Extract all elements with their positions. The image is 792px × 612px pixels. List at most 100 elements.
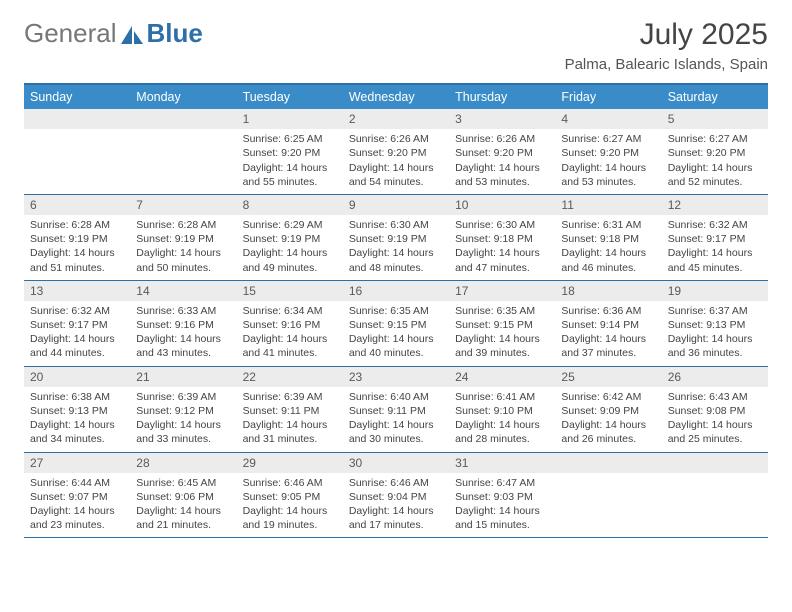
day-number: 10	[449, 195, 555, 215]
daylight-line: Daylight: 14 hours and 48 minutes.	[349, 246, 443, 274]
sunrise-line: Sunrise: 6:46 AM	[243, 476, 337, 490]
calendar-cell: 6Sunrise: 6:28 AMSunset: 9:19 PMDaylight…	[24, 195, 130, 280]
weekday-header: Thursday	[449, 85, 555, 109]
daylight-line: Daylight: 14 hours and 37 minutes.	[561, 332, 655, 360]
daylight-line: Daylight: 14 hours and 34 minutes.	[30, 418, 124, 446]
day-details: Sunrise: 6:30 AMSunset: 9:19 PMDaylight:…	[343, 215, 449, 280]
sunset-line: Sunset: 9:11 PM	[349, 404, 443, 418]
sunset-line: Sunset: 9:20 PM	[561, 146, 655, 160]
sunset-line: Sunset: 9:13 PM	[30, 404, 124, 418]
calendar-cell: 28Sunrise: 6:45 AMSunset: 9:06 PMDayligh…	[130, 453, 236, 538]
sunrise-line: Sunrise: 6:30 AM	[349, 218, 443, 232]
sunrise-line: Sunrise: 6:36 AM	[561, 304, 655, 318]
day-number: 18	[555, 281, 661, 301]
sunset-line: Sunset: 9:10 PM	[455, 404, 549, 418]
weekday-header: Sunday	[24, 85, 130, 109]
sunset-line: Sunset: 9:15 PM	[349, 318, 443, 332]
weekday-header: Monday	[130, 85, 236, 109]
daylight-line: Daylight: 14 hours and 49 minutes.	[243, 246, 337, 274]
day-number: 26	[662, 367, 768, 387]
sunset-line: Sunset: 9:16 PM	[136, 318, 230, 332]
calendar-cell: 14Sunrise: 6:33 AMSunset: 9:16 PMDayligh…	[130, 281, 236, 366]
sunset-line: Sunset: 9:13 PM	[668, 318, 762, 332]
day-number: 16	[343, 281, 449, 301]
calendar-cell: 8Sunrise: 6:29 AMSunset: 9:19 PMDaylight…	[237, 195, 343, 280]
sunrise-line: Sunrise: 6:41 AM	[455, 390, 549, 404]
day-details: Sunrise: 6:28 AMSunset: 9:19 PMDaylight:…	[130, 215, 236, 280]
sunrise-line: Sunrise: 6:46 AM	[349, 476, 443, 490]
calendar-cell: 3Sunrise: 6:26 AMSunset: 9:20 PMDaylight…	[449, 109, 555, 194]
sunrise-line: Sunrise: 6:31 AM	[561, 218, 655, 232]
sunset-line: Sunset: 9:16 PM	[243, 318, 337, 332]
calendar-cell: 30Sunrise: 6:46 AMSunset: 9:04 PMDayligh…	[343, 453, 449, 538]
sunset-line: Sunset: 9:07 PM	[30, 490, 124, 504]
sunset-line: Sunset: 9:19 PM	[136, 232, 230, 246]
sunrise-line: Sunrise: 6:32 AM	[668, 218, 762, 232]
day-details: Sunrise: 6:33 AMSunset: 9:16 PMDaylight:…	[130, 301, 236, 366]
calendar-cell: 25 Sunrise: 6:42 AMSunset: 9:09 PMDayligh…	[555, 367, 661, 452]
day-number: 15	[237, 281, 343, 301]
sunset-line: Sunset: 9:09 PM	[561, 404, 655, 418]
sunset-line: Sunset: 9:20 PM	[349, 146, 443, 160]
daylight-line: Daylight: 14 hours and 47 minutes.	[455, 246, 549, 274]
calendar-cell: 13Sunrise: 6:32 AMSunset: 9:17 PMDayligh…	[24, 281, 130, 366]
day-number: 29	[237, 453, 343, 473]
day-number: 20	[24, 367, 130, 387]
day-number: 7	[130, 195, 236, 215]
sunset-line: Sunset: 9:19 PM	[30, 232, 124, 246]
brand-part2: Blue	[147, 18, 203, 49]
day-details	[662, 473, 768, 481]
day-number: 4	[555, 109, 661, 129]
day-number: 12	[662, 195, 768, 215]
day-number	[662, 453, 768, 473]
calendar-cell-empty	[555, 453, 661, 538]
calendar-cell-empty	[130, 109, 236, 194]
calendar-cell: 2Sunrise: 6:26 AMSunset: 9:20 PMDaylight…	[343, 109, 449, 194]
sunset-line: Sunset: 9:06 PM	[136, 490, 230, 504]
day-number: 9	[343, 195, 449, 215]
day-number: 27	[24, 453, 130, 473]
sunrise-line: Sunrise: 6:27 AM	[561, 132, 655, 146]
day-number: 17	[449, 281, 555, 301]
sunset-line: Sunset: 9:12 PM	[136, 404, 230, 418]
day-number: 2	[343, 109, 449, 129]
day-details: Sunrise: 6:32 AMSunset: 9:17 PMDaylight:…	[24, 301, 130, 366]
sunrise-line: Sunrise: 6:42 AM	[561, 390, 655, 404]
day-details: Sunrise: 6:45 AMSunset: 9:06 PMDaylight:…	[130, 473, 236, 538]
daylight-line: Daylight: 14 hours and 50 minutes.	[136, 246, 230, 274]
calendar-cell: 11Sunrise: 6:31 AMSunset: 9:18 PMDayligh…	[555, 195, 661, 280]
day-details: Sunrise: 6:32 AMSunset: 9:17 PMDaylight:…	[662, 215, 768, 280]
calendar-body: 1Sunrise: 6:25 AMSunset: 9:20 PMDaylight…	[24, 109, 768, 538]
daylight-line: Daylight: 14 hours and 44 minutes.	[30, 332, 124, 360]
calendar-cell: 1Sunrise: 6:25 AMSunset: 9:20 PMDaylight…	[237, 109, 343, 194]
calendar-cell: 16Sunrise: 6:35 AMSunset: 9:15 PMDayligh…	[343, 281, 449, 366]
day-number	[555, 453, 661, 473]
calendar-cell: 10Sunrise: 6:30 AMSunset: 9:18 PMDayligh…	[449, 195, 555, 280]
day-details: Sunrise: 6:43 AMSunset: 9:08 PMDaylight:…	[662, 387, 768, 452]
calendar-cell-empty	[24, 109, 130, 194]
sunset-line: Sunset: 9:04 PM	[349, 490, 443, 504]
weekday-header: Saturday	[662, 85, 768, 109]
daylight-line: Daylight: 14 hours and 26 minutes.	[561, 418, 655, 446]
sunset-line: Sunset: 9:15 PM	[455, 318, 549, 332]
sunrise-line: Sunrise: 6:35 AM	[455, 304, 549, 318]
sunrise-line: Sunrise: 6:47 AM	[455, 476, 549, 490]
day-details: Sunrise: 6:26 AMSunset: 9:20 PMDaylight:…	[449, 129, 555, 194]
calendar-cell: 23Sunrise: 6:40 AMSunset: 9:11 PMDayligh…	[343, 367, 449, 452]
day-details: Sunrise: 6:39 AMSunset: 9:12 PMDaylight:…	[130, 387, 236, 452]
sunset-line: Sunset: 9:19 PM	[349, 232, 443, 246]
sail-icon	[119, 24, 145, 46]
day-details: Sunrise: 6:31 AMSunset: 9:18 PMDaylight:…	[555, 215, 661, 280]
daylight-line: Daylight: 14 hours and 46 minutes.	[561, 246, 655, 274]
sunrise-line: Sunrise: 6:26 AM	[455, 132, 549, 146]
daylight-line: Daylight: 14 hours and 17 minutes.	[349, 504, 443, 532]
day-number: 8	[237, 195, 343, 215]
calendar: SundayMondayTuesdayWednesdayThursdayFrid…	[24, 83, 768, 538]
day-details: Sunrise: 6:47 AMSunset: 9:03 PMDaylight:…	[449, 473, 555, 538]
sunset-line: Sunset: 9:18 PM	[455, 232, 549, 246]
day-number: 24	[449, 367, 555, 387]
day-number: 25	[555, 367, 661, 387]
calendar-cell: 31Sunrise: 6:47 AMSunset: 9:03 PMDayligh…	[449, 453, 555, 538]
sunset-line: Sunset: 9:08 PM	[668, 404, 762, 418]
daylight-line: Daylight: 14 hours and 55 minutes.	[243, 161, 337, 189]
